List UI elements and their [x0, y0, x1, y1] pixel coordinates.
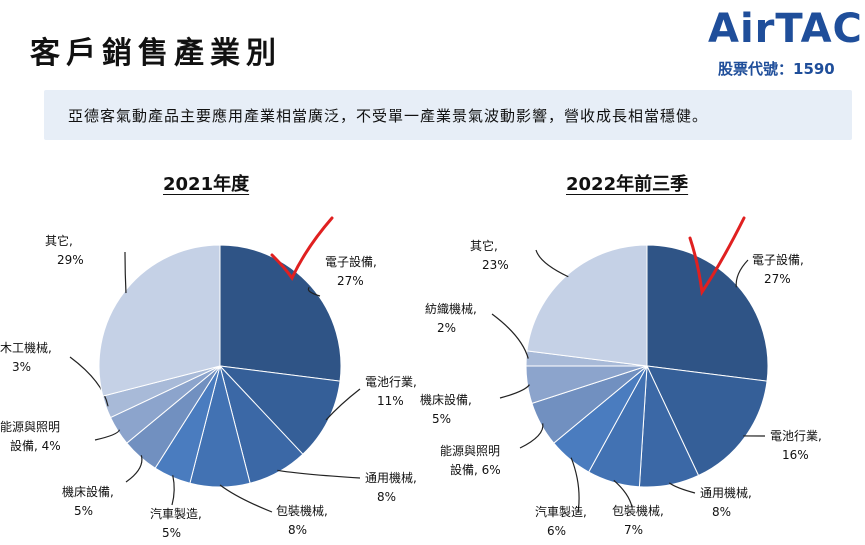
summary-text: 亞德客氣動產品主要應用產業相當廣泛，不受單一產業景氣波動影響，營收成長相當穩健。 — [68, 107, 709, 125]
slice-name: 能源與照明 — [440, 444, 500, 458]
leader-line — [519, 423, 544, 449]
page-title: 客戶銷售產業別 — [30, 36, 282, 71]
slice-label: 汽車製造, 6% — [535, 504, 587, 538]
leader-line — [94, 429, 121, 441]
slice-percent: 5% — [74, 504, 93, 518]
leader-line — [171, 475, 175, 506]
slice-name: 包裝機械, — [612, 503, 664, 518]
leader-line — [613, 479, 633, 508]
slice-label: 包裝機械, 7% — [612, 503, 664, 537]
slice-name: 汽車製造, — [150, 506, 202, 521]
pie-slice — [98, 244, 221, 397]
slice-name: 其它, — [470, 238, 498, 253]
slice-percent: 27% — [337, 274, 364, 288]
slice-label: 紡織機械, 2% — [425, 301, 477, 335]
slice-label: 包裝機械, 8% — [276, 503, 328, 537]
slice-name: 木工機械, — [0, 340, 52, 355]
slice-percent: 8% — [288, 523, 307, 537]
slice-name: 電子設備, — [325, 254, 377, 269]
slice-name: 機床設備, — [420, 392, 472, 407]
chart-title-2021: 2021年度 — [163, 174, 250, 195]
pie-chart-2022: 電子設備, 27% 電池行業, 16% 通用機械, 8% 包裝機械, 7% 汽車製造, 6% 能源與… — [420, 238, 822, 538]
slice-label: 通用機械, 8% — [365, 470, 417, 504]
slice-percent: 27% — [764, 272, 791, 286]
slice-name: 通用機械, — [700, 485, 752, 500]
chart-title-2022: 2022年前三季 — [566, 174, 689, 195]
leader-line — [735, 259, 749, 288]
slice-percent: 2% — [437, 321, 456, 335]
slice-name: 包裝機械, — [276, 503, 328, 518]
slice-label: 能源與照明設備, 4% — [0, 420, 61, 453]
slice-name: 電池行業, — [770, 429, 822, 443]
slice-percent: 8% — [712, 505, 731, 519]
slice-label: 電池行業, 16% — [770, 429, 822, 462]
slice-name: 其它, — [45, 233, 73, 248]
stock-code: 股票代號：1590 — [718, 60, 835, 78]
leader-line — [570, 457, 580, 514]
slice-percent: 3% — [12, 360, 31, 374]
leader-line — [125, 455, 143, 483]
pie-slice — [218, 365, 341, 455]
slice-name: 機床設備, — [62, 484, 114, 499]
leader-line — [307, 286, 321, 297]
slice-percent: 16% — [782, 448, 809, 462]
summary-banner: 亞德客氣動產品主要應用產業相當廣泛，不受單一產業景氣波動影響，營收成長相當穩健。 — [44, 90, 852, 140]
slice-percent: 7% — [624, 523, 643, 537]
slice-label: 機床設備, 5% — [62, 484, 114, 518]
slice-percent: 5% — [432, 412, 451, 426]
slice-label: 木工機械, 3% — [0, 340, 52, 374]
slice-label: 通用機械, 8% — [700, 485, 752, 519]
slice-name: 電池行業, — [365, 375, 417, 389]
leader-line — [668, 482, 696, 494]
red-checkmark-2021 — [270, 216, 334, 281]
red-checkmark-2022 — [688, 216, 746, 297]
leader-line — [499, 384, 530, 399]
slice-percent: 6% — [547, 524, 566, 538]
slice-name: 能源與照明 — [0, 420, 60, 434]
slice-label: 電池行業, 11% — [365, 375, 417, 408]
pie-slice — [646, 244, 769, 382]
slice-label: 電子設備, 27% — [325, 254, 377, 288]
leader-line — [69, 356, 109, 407]
slice-percent: 8% — [377, 490, 396, 504]
slice-percent: 11% — [377, 394, 404, 408]
slice-name: 汽車製造, — [535, 504, 587, 519]
slice-name: 通用機械, — [365, 470, 417, 485]
airtac-logo: AirTAC — [708, 6, 863, 52]
leader-line — [219, 484, 273, 513]
leader-line — [124, 251, 127, 294]
slice-label: 電子設備, 27% — [752, 252, 804, 286]
leader-line — [535, 249, 569, 278]
slice-name: 電子設備, — [752, 252, 804, 267]
slice-label: 其它, 23% — [470, 238, 509, 272]
slice-percent: 29% — [57, 253, 84, 267]
slice-label: 汽車製造, 5% — [150, 506, 202, 540]
slice-label: 能源與照明設備, 6% — [440, 444, 501, 477]
pie-slice — [526, 244, 648, 367]
pie-chart-2021: 電子設備, 27%電池行業, 11%通用機械, 8%包裝機械, 8%汽車製造, 5%機床設… — [0, 233, 417, 540]
slice-label: 機床設備, 5% — [420, 392, 472, 426]
leader-line — [277, 469, 361, 479]
slice-percent: 設備, 4% — [10, 438, 61, 453]
slice-label: 其它, 29% — [45, 233, 84, 267]
leader-line — [325, 388, 361, 421]
slice-percent: 設備, 6% — [450, 462, 501, 477]
leader-line — [491, 313, 529, 359]
slice-percent: 5% — [162, 526, 181, 540]
pie-slice — [646, 365, 768, 477]
brand-block: AirTAC 股票代號：1590 — [708, 6, 862, 78]
pie-slice — [219, 244, 342, 382]
slice-name: 紡織機械, — [425, 301, 477, 316]
slice-percent: 23% — [482, 258, 509, 272]
